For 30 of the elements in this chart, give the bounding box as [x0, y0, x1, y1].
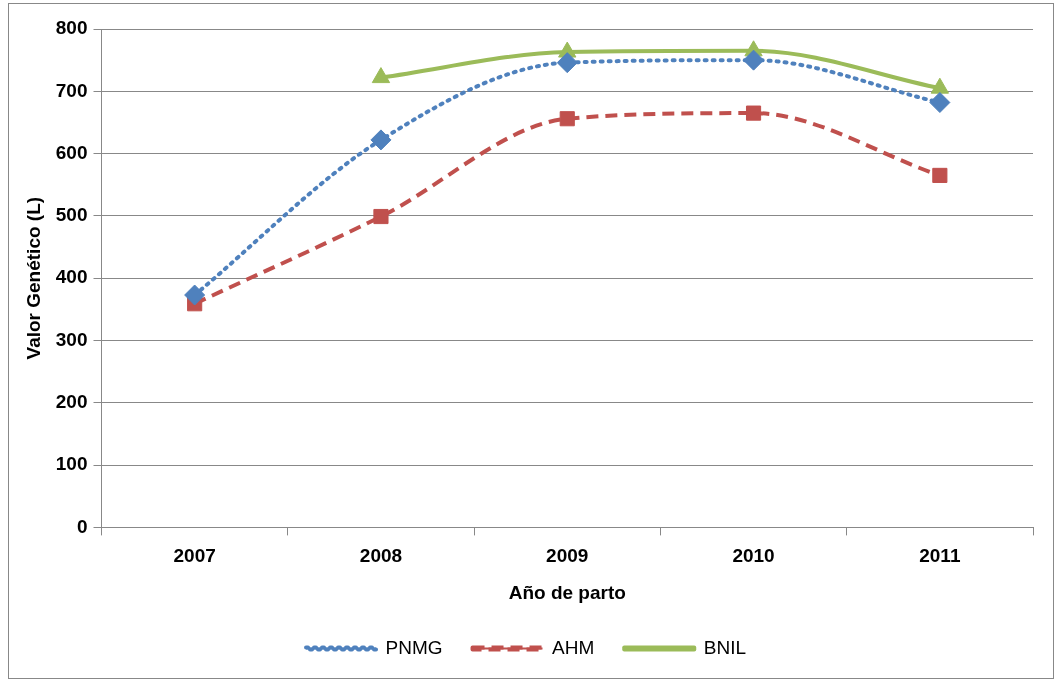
y-axis-title: Valor Genético (L) — [22, 196, 44, 360]
point — [745, 105, 762, 121]
point — [932, 167, 948, 183]
point — [373, 208, 389, 225]
x-tick-label: 2009 — [546, 545, 589, 567]
x-tick-label: 2010 — [732, 545, 775, 567]
legend-label: BNIL — [703, 636, 746, 658]
x-tick-label: 2008 — [359, 545, 403, 567]
y-tick-label: 0 — [76, 515, 88, 537]
point — [184, 284, 206, 306]
point — [929, 92, 951, 114]
y-tick-label: 200 — [55, 391, 88, 413]
y-tick-label: 600 — [55, 141, 88, 163]
point — [371, 67, 391, 84]
y-tick-label: 100 — [55, 453, 88, 475]
y-tick-label: 800 — [55, 17, 88, 39]
point — [370, 129, 392, 151]
point — [743, 49, 765, 71]
legend-label: PNMG — [385, 636, 443, 658]
point — [556, 52, 578, 74]
y-tick-label: 400 — [55, 266, 88, 288]
x-axis-title: Año de parto — [508, 581, 626, 603]
point — [559, 111, 575, 127]
point — [930, 77, 950, 94]
x-tick-label: 2011 — [919, 545, 961, 567]
legend-label: AHM — [552, 636, 595, 658]
x-tick-label: 2007 — [173, 545, 216, 567]
y-tick-label: 500 — [55, 204, 88, 226]
y-tick-label: 300 — [55, 328, 88, 350]
y-tick-label: 700 — [55, 79, 88, 101]
